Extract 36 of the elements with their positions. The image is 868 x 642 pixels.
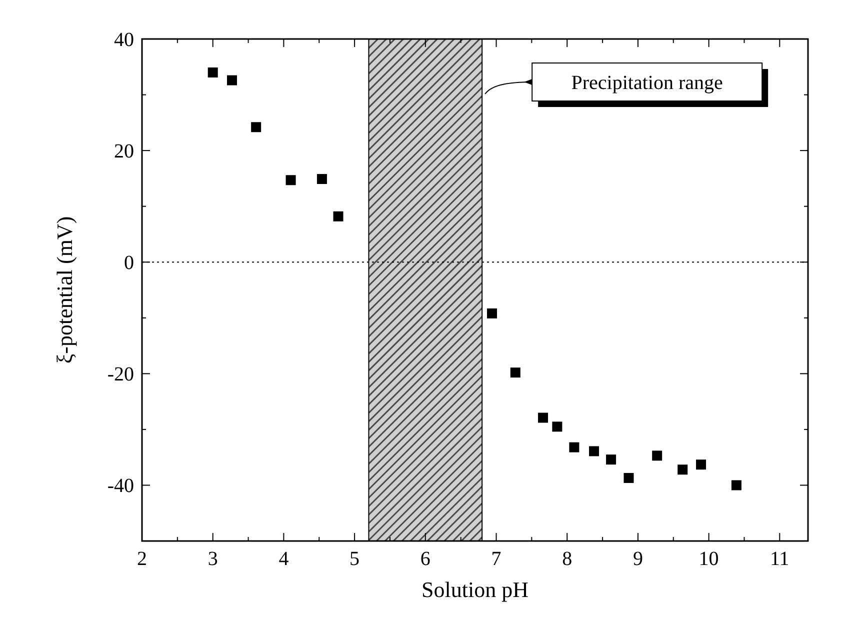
y-tick-label: 0 [124,252,134,274]
x-tick-label: 11 [770,548,790,570]
point [652,450,662,461]
x-tick-label: 3 [208,548,218,570]
point [487,308,498,318]
y-tick-label: -20 [107,364,134,386]
x-tick-label: 2 [137,548,147,570]
point [731,480,742,490]
x-tick-label: 4 [278,548,289,570]
x-axis-title: Solution pH [422,577,529,602]
point [696,460,706,470]
point [208,67,218,78]
x-tick-label: 9 [632,548,643,570]
point [624,472,634,483]
point [286,175,296,186]
point [316,174,327,184]
y-tick-label: 20 [114,140,134,163]
x-tick-label: 5 [350,548,360,570]
x-tick-label: 7 [491,548,502,570]
point [552,422,562,432]
point [251,122,262,132]
point [569,442,580,452]
point [510,368,520,378]
y-tick-label: 40 [114,29,134,51]
point [589,446,600,456]
point [333,211,344,222]
band-label: Precipitation range [571,72,724,94]
y-tick-label: -40 [107,475,134,498]
point [226,75,237,86]
x-tick-label: 6 [420,548,430,570]
point [606,454,616,465]
point [678,464,688,475]
point [538,412,548,423]
x-tick-label: 10 [698,548,719,570]
x-tick-label: 8 [562,548,572,570]
y-axis-title: ξ-potential (mV) [52,216,77,364]
